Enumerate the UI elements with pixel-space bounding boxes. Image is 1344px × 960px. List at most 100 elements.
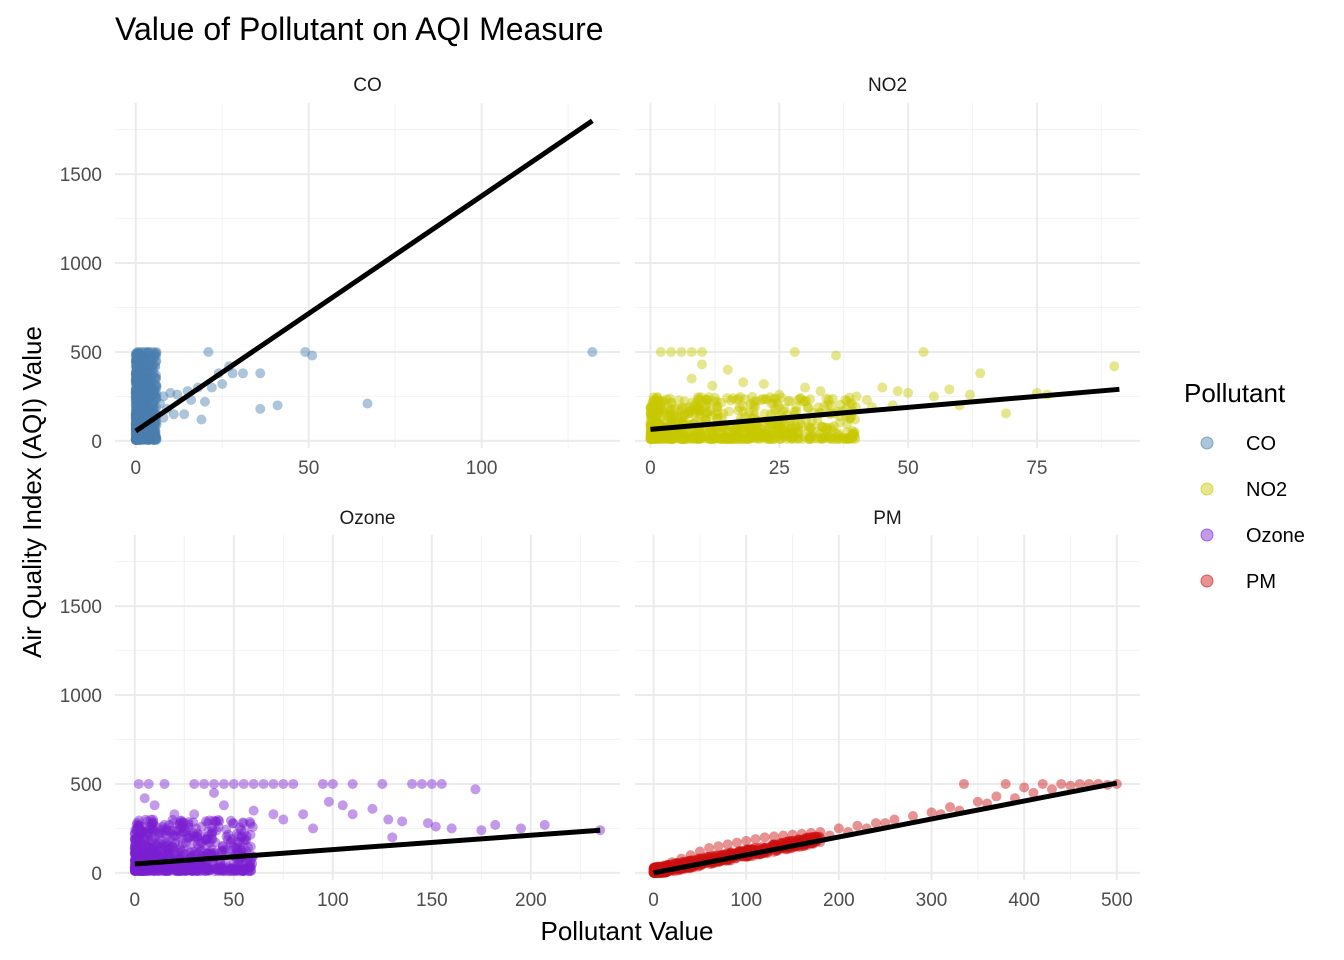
- data-point: [140, 388, 151, 399]
- data-point: [132, 350, 143, 361]
- data-point: [168, 409, 179, 420]
- data-point: [771, 419, 782, 430]
- data-point: [777, 432, 788, 443]
- x-tick-label: 0: [648, 890, 659, 911]
- data-point: [805, 394, 816, 405]
- data-point: [134, 432, 145, 443]
- data-point: [135, 434, 146, 445]
- data-point: [802, 402, 813, 413]
- data-point: [791, 427, 802, 438]
- x-tick-label: 0: [130, 890, 141, 911]
- data-point: [758, 432, 769, 443]
- data-point: [134, 375, 145, 386]
- data-point: [944, 384, 955, 395]
- data-point: [651, 407, 662, 418]
- data-point: [137, 386, 148, 397]
- data-point: [694, 846, 705, 857]
- data-point: [821, 425, 832, 436]
- data-point: [688, 400, 699, 411]
- data-point: [132, 369, 143, 380]
- data-point: [144, 373, 155, 384]
- data-point: [132, 393, 143, 404]
- data-point: [130, 356, 141, 367]
- data-point: [756, 424, 767, 435]
- data-point: [137, 401, 148, 412]
- data-point: [146, 402, 157, 413]
- chart-title: Value of Pollutant on AQI Measure: [115, 11, 604, 47]
- data-point: [732, 428, 743, 439]
- data-point: [151, 356, 162, 367]
- data-point: [918, 346, 929, 357]
- data-point: [130, 434, 141, 445]
- data-point: [515, 823, 526, 834]
- data-point: [686, 408, 697, 419]
- data-point: [131, 355, 142, 366]
- data-point: [218, 800, 229, 811]
- data-point: [765, 425, 776, 436]
- data-point: [133, 414, 144, 425]
- data-point: [130, 434, 141, 445]
- x-tick-label: 200: [823, 890, 855, 911]
- data-point: [768, 398, 779, 409]
- data-point: [151, 347, 162, 358]
- data-point: [134, 397, 145, 408]
- data-point: [134, 361, 145, 372]
- data-point: [1037, 778, 1048, 789]
- data-point: [892, 386, 903, 397]
- data-point: [707, 410, 718, 421]
- data-point: [658, 405, 669, 416]
- data-point: [131, 430, 142, 441]
- data-point: [192, 828, 203, 839]
- data-point: [151, 431, 162, 442]
- data-point: [140, 400, 151, 411]
- data-point: [817, 422, 828, 433]
- data-point: [436, 778, 447, 789]
- data-point: [144, 434, 155, 445]
- data-point: [758, 378, 769, 389]
- x-tick-label: 25: [769, 458, 790, 479]
- data-point: [199, 778, 210, 789]
- data-point: [655, 433, 666, 444]
- data-point: [666, 346, 677, 357]
- data-point: [131, 398, 142, 409]
- data-point: [130, 383, 141, 394]
- data-point: [151, 380, 162, 391]
- data-point: [131, 434, 142, 445]
- data-point: [133, 388, 144, 399]
- data-point: [131, 369, 142, 380]
- data-point: [134, 389, 145, 400]
- data-point: [831, 428, 842, 439]
- data-point: [133, 430, 144, 441]
- data-point: [136, 364, 147, 375]
- data-point: [140, 434, 151, 445]
- data-point: [130, 356, 141, 367]
- data-point: [134, 395, 145, 406]
- data-point: [132, 378, 143, 389]
- data-point: [738, 401, 749, 412]
- data-point: [131, 408, 142, 419]
- data-point: [731, 837, 742, 848]
- data-point: [783, 395, 794, 406]
- data-point: [131, 407, 142, 418]
- data-point: [133, 385, 144, 396]
- data-point: [832, 434, 843, 445]
- data-point: [131, 434, 142, 445]
- data-point: [845, 398, 856, 409]
- data-point: [686, 432, 697, 443]
- data-point: [130, 410, 141, 421]
- data-point: [647, 433, 658, 444]
- x-tick-label: 100: [466, 458, 498, 479]
- data-point: [149, 388, 160, 399]
- data-point: [137, 428, 148, 439]
- data-point: [782, 431, 793, 442]
- data-point: [131, 350, 142, 361]
- data-point: [697, 425, 708, 436]
- data-point: [722, 364, 733, 375]
- data-point: [135, 403, 146, 414]
- data-point: [133, 415, 144, 426]
- data-point: [143, 431, 154, 442]
- data-point: [132, 415, 143, 426]
- data-point: [214, 816, 225, 827]
- data-point: [703, 427, 714, 438]
- data-point: [132, 417, 143, 428]
